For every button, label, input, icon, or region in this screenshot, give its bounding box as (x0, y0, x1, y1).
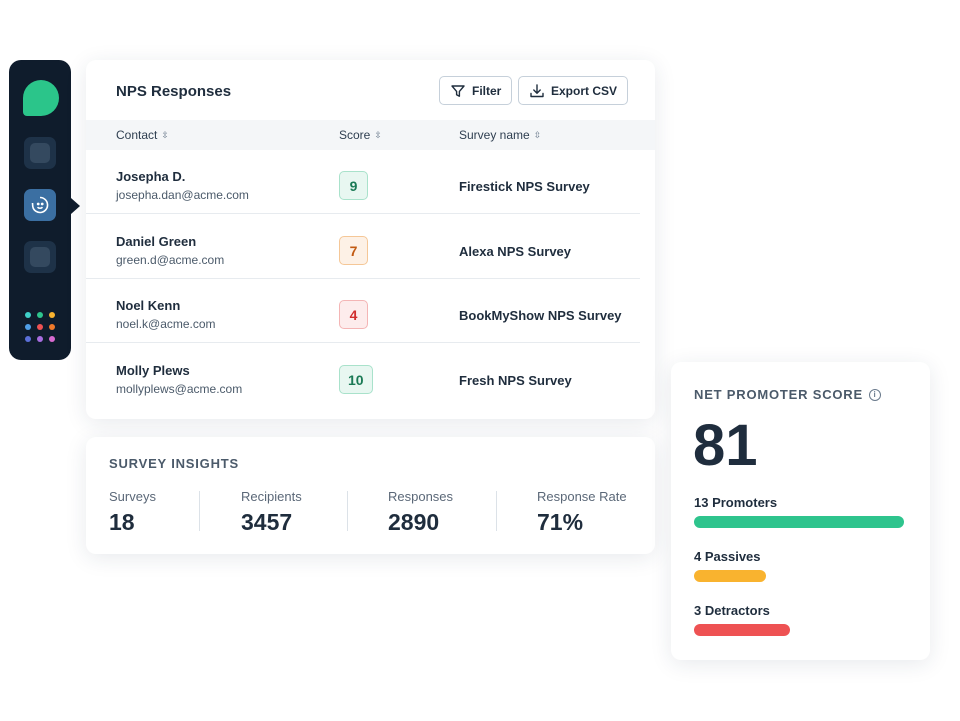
stat-label: Responses (388, 489, 454, 504)
survey-name: Firestick NPS Survey (459, 179, 590, 194)
stat-value: 71% (537, 509, 584, 535)
survey-smile-icon (31, 196, 49, 214)
app-sidebar (9, 60, 80, 360)
stat-recipients: Recipients 3457 (241, 489, 302, 536)
row-divider (86, 213, 640, 214)
detractors-label: 3 Detractors (694, 603, 770, 618)
app-dot (25, 336, 31, 342)
placeholder-icon (30, 247, 50, 267)
survey-name: BookMyShow NPS Survey (459, 308, 622, 323)
promoters-bar (694, 516, 904, 528)
filter-icon (451, 84, 465, 97)
app-dot (37, 336, 43, 342)
info-icon[interactable]: i (868, 388, 881, 401)
stat-label: Recipients (241, 489, 302, 504)
app-dot (49, 312, 55, 318)
contact-name: Daniel Green (116, 234, 197, 249)
row-divider (86, 278, 640, 279)
column-label: Score (339, 128, 371, 142)
stat-response-rate: Response Rate 71% (537, 489, 627, 536)
contact-name: Molly Plews (116, 363, 190, 378)
nav-item-1[interactable] (24, 137, 56, 169)
passives-bar (694, 570, 766, 582)
survey-name: Fresh NPS Survey (459, 373, 572, 388)
table-row[interactable]: Daniel Green green.d@acme.com 7 Alexa NP… (86, 215, 655, 279)
sort-icon: ⇳ (533, 129, 542, 140)
contact-name: Noel Kenn (116, 298, 181, 313)
contact-name: Josepha D. (116, 169, 186, 184)
table-row[interactable]: Noel Kenn noel.k@acme.com 4 BookMyShow N… (86, 279, 655, 343)
contact-email: green.d@acme.com (116, 253, 225, 267)
stat-responses: Responses 2890 (388, 489, 453, 536)
column-label: Survey name (459, 128, 530, 142)
app-dot (37, 324, 43, 330)
stat-label: Surveys (109, 489, 156, 504)
nps-responses-card: NPS Responses Filter Export CSV Contact ⇳… (86, 60, 655, 419)
nav-item-3[interactable] (24, 241, 56, 273)
placeholder-icon (30, 143, 50, 163)
nps-title: NET PROMOTER SCORE (694, 387, 863, 402)
app-dot (37, 312, 43, 318)
table-header: Contact ⇳ Score ⇳ Survey name ⇳ (86, 120, 655, 150)
score-badge: 10 (339, 365, 373, 394)
app-dot (25, 324, 31, 330)
row-divider (86, 342, 640, 343)
app-dot (49, 324, 55, 330)
contact-email: josepha.dan@acme.com (116, 188, 249, 202)
net-promoter-score-card: NET PROMOTER SCORE i 81 13 Promoters 4 P… (671, 362, 930, 660)
download-icon (530, 83, 544, 97)
responses-title: NPS Responses (116, 83, 232, 100)
export-csv-label: Export CSV (551, 83, 618, 98)
column-header-score[interactable]: Score ⇳ (339, 128, 382, 142)
column-header-survey-name[interactable]: Survey name ⇳ (459, 128, 541, 142)
nps-title-row: NET PROMOTER SCORE i (694, 387, 881, 402)
filter-button[interactable]: Filter (439, 76, 513, 105)
detractors-bar (694, 624, 790, 636)
score-badge: 9 (339, 171, 368, 200)
survey-insights-card: SURVEY INSIGHTS Surveys 18 Recipients 34… (86, 437, 655, 554)
app-dot (25, 312, 31, 318)
stat-value: 18 (109, 509, 135, 535)
nav-item-surveys[interactable] (24, 189, 56, 221)
nps-score-value: 81 (693, 413, 758, 478)
survey-name: Alexa NPS Survey (459, 244, 572, 259)
column-label: Contact (116, 128, 158, 142)
sort-icon: ⇳ (374, 129, 382, 140)
contact-email: noel.k@acme.com (116, 317, 216, 331)
filter-button-label: Filter (472, 83, 502, 98)
score-badge: 4 (339, 300, 368, 329)
column-header-contact[interactable]: Contact ⇳ (116, 128, 169, 142)
table-row[interactable]: Josepha D. josepha.dan@acme.com 9 Firest… (86, 150, 655, 214)
app-dot (49, 336, 55, 342)
brand-logo-icon[interactable] (23, 80, 59, 116)
stat-value: 2890 (388, 509, 440, 535)
contact-email: mollyplews@acme.com (116, 382, 243, 396)
insights-title: SURVEY INSIGHTS (109, 456, 239, 471)
divider (496, 491, 497, 531)
export-csv-button[interactable]: Export CSV (518, 76, 629, 105)
stat-value: 3457 (241, 509, 293, 535)
table-row[interactable]: Molly Plews mollyplews@acme.com 10 Fresh… (86, 344, 655, 408)
stat-surveys: Surveys 18 (109, 489, 156, 536)
apps-grid-icon[interactable] (25, 312, 55, 342)
active-indicator (71, 198, 80, 214)
divider (347, 491, 348, 531)
promoters-label: 13 Promoters (694, 495, 778, 510)
score-badge: 7 (339, 236, 368, 265)
passives-label: 4 Passives (694, 549, 761, 564)
divider (199, 491, 200, 531)
stat-label: Response Rate (537, 489, 627, 504)
sort-icon: ⇳ (161, 129, 169, 140)
